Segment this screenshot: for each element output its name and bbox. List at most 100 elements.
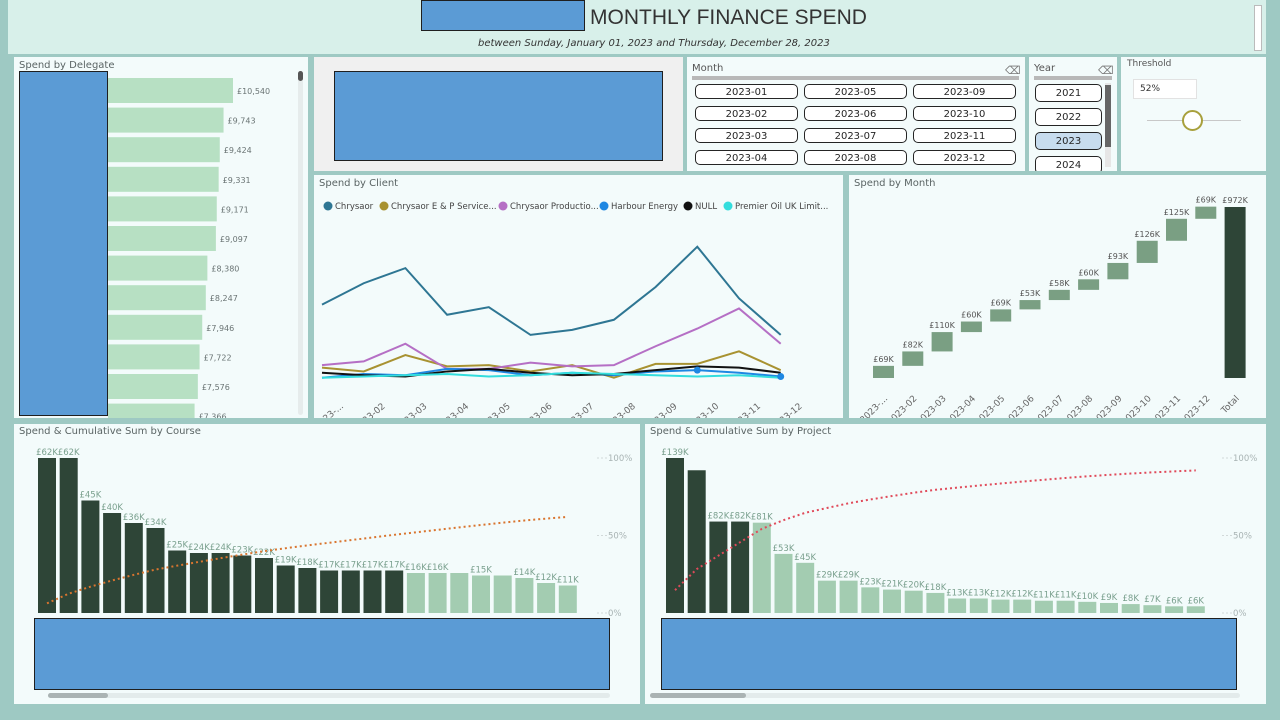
delegate-bar-label: £7,946 xyxy=(206,324,234,333)
x-tick-label: 2023-10 xyxy=(1120,394,1154,418)
threshold-slider-handle[interactable] xyxy=(1182,110,1203,131)
pareto-data-label: £11K xyxy=(557,576,579,586)
pareto-bar xyxy=(124,523,143,613)
pareto-bar xyxy=(81,500,100,613)
delegate-bar xyxy=(108,285,206,311)
right-axis-tick: 0% xyxy=(608,609,622,619)
delegate-bar xyxy=(108,314,203,340)
pareto-data-label: £21K xyxy=(881,580,903,590)
pareto-bar xyxy=(861,587,880,613)
x-tick-label: 2023-... xyxy=(314,402,346,418)
delegate-bar xyxy=(108,107,224,133)
right-axis-tick: 50% xyxy=(1233,532,1252,542)
month-option-2023-04[interactable]: 2023-04 xyxy=(695,150,798,165)
card-panel xyxy=(314,57,683,171)
waterfall-data-label: £82K xyxy=(903,340,924,349)
pareto-data-label: £25K xyxy=(166,541,188,551)
legend-entry: Chrysaor E & P Service... xyxy=(391,202,497,212)
month-option-2023-01[interactable]: 2023-01 xyxy=(695,84,798,99)
waterfall-bar xyxy=(1136,240,1158,263)
pareto-data-label: £62K xyxy=(58,448,80,458)
month-option-2023-02[interactable]: 2023-02 xyxy=(695,106,798,121)
eraser-icon[interactable]: ⌫ xyxy=(1098,64,1114,77)
delegate-scrollbar[interactable] xyxy=(298,71,303,415)
pareto-bar xyxy=(883,589,901,613)
report-title: MONTHLY FINANCE SPEND xyxy=(590,6,867,29)
pareto-bar xyxy=(969,598,988,613)
waterfall-bar xyxy=(873,365,894,378)
x-tick-label: 2023-06 xyxy=(1003,394,1037,418)
project-scrollbar-thumb[interactable] xyxy=(650,693,746,698)
threshold-title: Threshold xyxy=(1127,59,1172,69)
month-option-2023-06[interactable]: 2023-06 xyxy=(804,106,907,121)
pareto-data-label: £82K xyxy=(707,512,729,522)
waterfall-bar xyxy=(1195,206,1217,219)
month-option-2023-10[interactable]: 2023-10 xyxy=(913,106,1016,121)
pareto-bar xyxy=(493,575,512,613)
pareto-bar xyxy=(796,562,815,613)
month-slicer-divider xyxy=(692,76,1019,80)
year-slicer-title: Year xyxy=(1034,63,1056,74)
pareto-bar xyxy=(385,570,404,613)
pareto-chart-title: Spend & Cumulative Sum by Course xyxy=(19,426,201,437)
legend-marker-icon xyxy=(683,201,693,211)
threshold-input[interactable]: 52% xyxy=(1133,79,1197,99)
month-option-2023-03[interactable]: 2023-03 xyxy=(695,128,798,143)
course-axis-redacted xyxy=(34,618,610,690)
delegate-names-redacted xyxy=(19,71,108,416)
month-option-2023-09[interactable]: 2023-09 xyxy=(913,84,1016,99)
pareto-chart-title: Spend & Cumulative Sum by Project xyxy=(650,426,831,437)
pareto-data-label: £12K xyxy=(1011,590,1033,600)
legend-entry: NULL xyxy=(695,202,717,212)
course-scrollbar[interactable] xyxy=(48,693,610,698)
waterfall-data-label: £972K xyxy=(1222,196,1248,205)
year-option-2023[interactable]: 2023 xyxy=(1035,132,1102,150)
waterfall-data-label: £60K xyxy=(961,311,982,320)
eraser-icon[interactable]: ⌫ xyxy=(1005,64,1021,77)
x-tick-label: 2023-... xyxy=(858,394,890,418)
year-option-2022[interactable]: 2022 xyxy=(1035,108,1102,126)
waterfall-bar xyxy=(1224,207,1246,378)
month-option-2023-11[interactable]: 2023-11 xyxy=(913,128,1016,143)
pareto-bar xyxy=(211,553,230,613)
client-line-chart: Spend by Client Chrysaor Chrysaor E & P Se… xyxy=(314,178,828,418)
course-scrollbar-thumb[interactable] xyxy=(48,693,108,698)
delegate-scrollbar-thumb[interactable] xyxy=(298,71,303,81)
x-tick-label: 2023-10 xyxy=(686,401,721,418)
year-scrollbar[interactable] xyxy=(1105,83,1111,167)
year-option-2024[interactable]: 2024 xyxy=(1035,156,1102,171)
pareto-data-label: £6K xyxy=(1188,596,1205,606)
month-option-2023-12[interactable]: 2023-12 xyxy=(913,150,1016,165)
pareto-bar xyxy=(298,568,317,613)
pareto-bar xyxy=(428,573,447,613)
year-option-2021[interactable]: 2021 xyxy=(1035,84,1102,102)
pareto-data-label: £139K xyxy=(661,448,689,458)
x-tick-label: 2023-03 xyxy=(394,402,429,418)
month-option-2023-07[interactable]: 2023-07 xyxy=(804,128,907,143)
pareto-bar xyxy=(341,570,360,613)
client-chart-title: Spend by Client xyxy=(319,178,398,189)
waterfall-bar xyxy=(1166,218,1187,241)
pareto-bar xyxy=(168,550,187,613)
threshold-slicer: Threshold 52% xyxy=(1121,57,1266,171)
year-scrollbar-thumb[interactable] xyxy=(1105,85,1111,147)
delegate-bar-label: £9,331 xyxy=(223,176,251,185)
pareto-bar xyxy=(1078,601,1097,613)
x-tick-label: 2023-09 xyxy=(644,401,679,418)
pareto-data-label: £17K xyxy=(318,561,340,571)
month-option-2023-05[interactable]: 2023-05 xyxy=(804,84,907,99)
threshold-value: 52% xyxy=(1140,84,1161,94)
project-scrollbar[interactable] xyxy=(650,693,1240,698)
delegate-bar-label: £7,576 xyxy=(202,383,230,392)
waterfall-data-label: £69K xyxy=(873,355,894,364)
pareto-data-label: £18K xyxy=(296,558,318,568)
waterfall-bar xyxy=(1048,289,1070,301)
pareto-data-label: £82K xyxy=(729,512,751,522)
waterfall-data-label: £69K xyxy=(1196,196,1217,205)
pareto-data-label: £7K xyxy=(1144,595,1161,605)
legend-entry: Harbour Energy xyxy=(611,202,678,212)
delegate-bar xyxy=(108,344,200,370)
pareto-data-label: £14K xyxy=(513,568,535,578)
pareto-data-label: £22K xyxy=(253,548,275,558)
month-option-2023-08[interactable]: 2023-08 xyxy=(804,150,907,165)
